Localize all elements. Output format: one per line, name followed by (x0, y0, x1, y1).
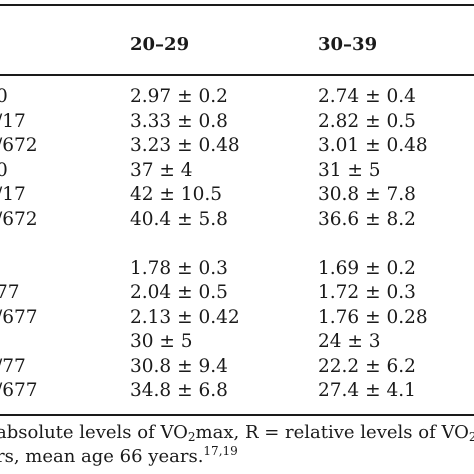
table-cell: 1.76 ± 0.28 (318, 306, 428, 328)
table-cell: 2.97 ± 0.2 (130, 86, 228, 107)
row-label-cell: /17 (0, 110, 26, 132)
footnote-text: max, R = relative levels of VO (195, 422, 469, 443)
column-header-30-39: 30–39 (318, 34, 378, 55)
table-cell: 1.72 ± 0.3 (318, 282, 416, 303)
row-label-cell: /672 (0, 135, 38, 156)
column-header-20-29: 20–29 (130, 34, 190, 55)
table-cell: 42 ± 10.5 (130, 184, 222, 205)
footnote-line-1: absolute levels of VO2max, R = relative … (0, 422, 474, 444)
table-cell: 3.33 ± 0.8 (130, 110, 228, 132)
row-label-cell: 0 (0, 86, 8, 107)
table-cell: 24 ± 3 (318, 331, 381, 352)
footnote-subscript: 2 (187, 430, 196, 444)
row-label-cell: 77 (0, 282, 20, 303)
table-cell: 37 ± 4 (130, 159, 193, 181)
table-cell: 1.78 ± 0.3 (130, 257, 228, 279)
table-bottom-rule (0, 414, 474, 416)
table-cell: 2.82 ± 0.5 (318, 110, 416, 132)
table-cell: 36.6 ± 8.2 (318, 208, 416, 230)
table-cell: 3.23 ± 0.48 (130, 135, 240, 156)
row-label-cell: /77 (0, 355, 26, 377)
footnote-text: rs, mean age 66 years. (0, 446, 204, 467)
row-label-cell: 0 (0, 159, 8, 181)
footnote-line-2: rs, mean age 66 years.17,19 (0, 444, 238, 468)
row-label-cell: /677 (0, 306, 38, 328)
table-header-rule (0, 74, 474, 76)
table-cell: 3.01 ± 0.48 (318, 135, 428, 156)
footnote-subscript: 2 (468, 430, 474, 444)
row-label-cell: /672 (0, 208, 38, 230)
table-cell: 31 ± 5 (318, 159, 381, 181)
table-cell: 22.2 ± 6.2 (318, 355, 416, 377)
table-cell: 30 ± 5 (130, 331, 193, 352)
table-cell: 2.04 ± 0.5 (130, 282, 228, 303)
footnote-text: absolute levels of VO (0, 422, 188, 443)
table-cell: 30.8 ± 7.8 (318, 184, 416, 205)
footnote-reference: 17,19 (203, 444, 238, 458)
table-cell: 34.8 ± 6.8 (130, 380, 228, 401)
table-cell: 2.13 ± 0.42 (130, 306, 240, 328)
table-top-rule (0, 4, 474, 6)
table-cell: 30.8 ± 9.4 (130, 355, 228, 377)
row-label-cell: /677 (0, 380, 38, 401)
table-cell: 40.4 ± 5.8 (130, 208, 228, 230)
table-cell: 1.69 ± 0.2 (318, 257, 416, 279)
table-cell: 27.4 ± 4.1 (318, 380, 416, 401)
table-cell: 2.74 ± 0.4 (318, 86, 416, 107)
row-label-cell: /17 (0, 184, 26, 205)
